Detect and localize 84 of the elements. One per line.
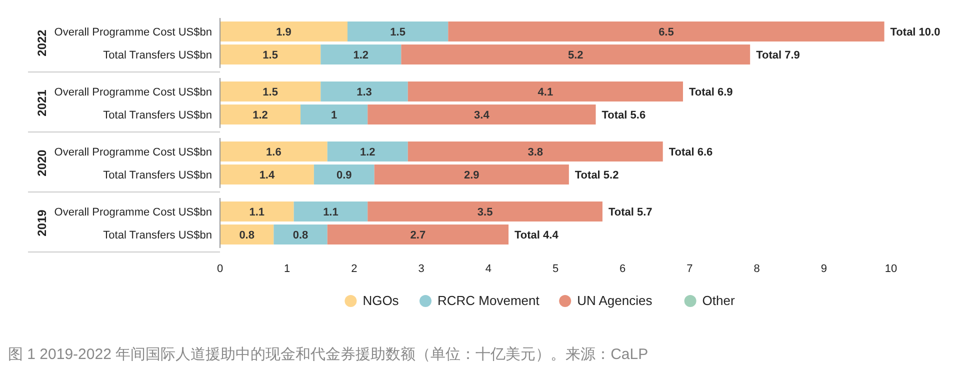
bar <box>220 44 321 64</box>
x-tick-label: 5 <box>552 263 559 275</box>
data-label: 2.9 <box>464 170 480 182</box>
data-label: 1.2 <box>360 146 376 158</box>
data-label: 3.4 <box>474 110 490 122</box>
bar <box>220 22 348 42</box>
data-label: 1.2 <box>252 110 268 122</box>
bar <box>220 142 328 162</box>
data-label: 1 <box>331 110 338 122</box>
total-label: Total 5.2 <box>574 170 619 182</box>
text: 2020 <box>35 149 49 176</box>
y-tick-label: Overall Programme Cost US$bn <box>54 206 212 218</box>
data-label: 0.9 <box>336 170 352 182</box>
legend-label: Other <box>702 293 736 308</box>
data-label: 2.7 <box>410 230 426 242</box>
x-tick-label: 8 <box>754 263 760 275</box>
legend-label: UN Agencies <box>577 293 653 308</box>
bar <box>327 224 509 244</box>
data-label: 0.8 <box>239 230 254 242</box>
total-label: Total 6.9 <box>688 86 733 98</box>
x-tick-label: 1 <box>284 263 290 275</box>
bar <box>327 142 408 162</box>
data-label: 3.8 <box>528 146 544 158</box>
bar <box>374 164 569 184</box>
caption: 图 1 2019-2022 年间国际人道援助中的现金和代金券援助数额（单位：十亿美元）。来源：CaLP <box>8 346 648 363</box>
bar <box>408 142 663 162</box>
x-tick-label: 10 <box>884 263 898 275</box>
x-tick-label: 4 <box>485 263 492 275</box>
data-label: 1.1 <box>323 206 338 218</box>
y-tick-label: Total Transfers US$bn <box>103 230 212 242</box>
y-tick-label: Total Transfers US$bn <box>103 110 212 122</box>
legend-label: NGOs <box>362 293 400 308</box>
x-tick-label: 2 <box>351 263 358 275</box>
bar <box>408 82 683 102</box>
total-label: Total 10.0 <box>890 26 940 38</box>
bar <box>220 82 321 102</box>
bar <box>448 22 884 42</box>
text: 2022 <box>35 29 49 56</box>
data-label: 1.6 <box>266 146 282 158</box>
bar <box>320 82 408 102</box>
x-tick-label: 9 <box>820 263 827 275</box>
total-label: Total 6.6 <box>668 146 713 158</box>
data-label: 5.2 <box>568 50 584 62</box>
data-label: 1.1 <box>249 206 265 218</box>
data-label: 1.5 <box>262 86 278 98</box>
data-label: 1.9 <box>276 26 292 38</box>
bar <box>220 224 274 244</box>
total-label: Total 5.6 <box>602 110 646 122</box>
data-label: 4.1 <box>538 86 554 98</box>
bar <box>274 224 328 244</box>
data-label: 1.5 <box>262 50 278 62</box>
bar <box>300 104 368 124</box>
x-tick-label: 0 <box>216 263 224 275</box>
bar <box>347 22 448 42</box>
data-label: 0.8 <box>292 230 308 242</box>
data-label: 3.5 <box>477 206 493 218</box>
data-label: 1.3 <box>356 86 372 98</box>
bar <box>401 44 750 64</box>
y-tick-label: Total Transfers US$bn <box>103 170 212 182</box>
y-tick-label: Overall Programme Cost US$bn <box>54 86 212 98</box>
x-tick-label: 7 <box>686 263 693 275</box>
data-label: 1.5 <box>390 26 406 38</box>
bar <box>220 164 314 184</box>
data-label: 6.5 <box>658 26 674 38</box>
text: 2019 <box>35 209 49 236</box>
bar <box>314 164 374 184</box>
total-label: Total 5.7 <box>608 206 652 218</box>
bar <box>220 202 294 222</box>
y-tick-label: Total Transfers US$bn <box>103 50 212 62</box>
bar <box>368 202 602 222</box>
text: 2021 <box>35 89 49 116</box>
data-label: 1.2 <box>353 50 369 62</box>
x-tick-label: 6 <box>620 263 626 275</box>
x-tick-label: 3 <box>418 263 424 275</box>
legend-label: RCRC Movement <box>438 293 540 308</box>
bar <box>320 44 402 64</box>
bar <box>220 104 301 124</box>
bar <box>294 202 368 222</box>
total-label: Total 4.4 <box>514 230 560 242</box>
total-label: Total 7.9 <box>756 50 800 62</box>
data-label: 1.4 <box>259 170 276 182</box>
y-tick-label: Overall Programme Cost US$bn <box>54 146 212 158</box>
y-tick-label: Overall Programme Cost US$bn <box>54 26 212 38</box>
bar <box>368 104 596 124</box>
